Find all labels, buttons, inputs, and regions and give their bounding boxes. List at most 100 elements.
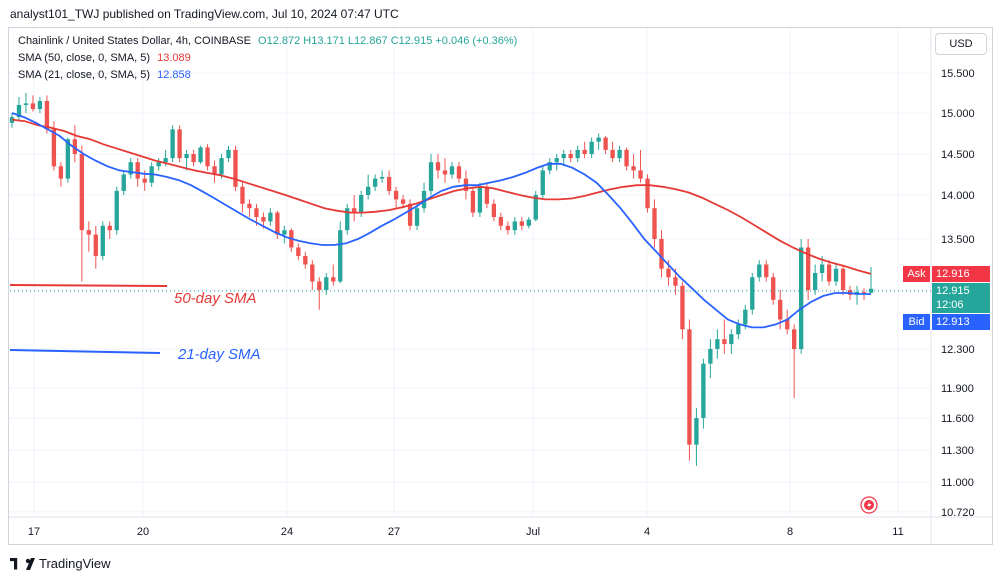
candle <box>296 243 301 261</box>
candle <box>645 174 650 213</box>
candle <box>477 182 483 217</box>
ohlc-values: O12.872 H13.171 L12.867 C12.915 +0.046 (… <box>258 35 518 47</box>
candle <box>233 145 238 191</box>
sma50-value: 13.089 <box>157 52 191 64</box>
candle <box>582 141 587 159</box>
price-tick-label: 13.500 <box>941 234 975 246</box>
sma21-annotation: 21-day SMA <box>178 346 261 363</box>
symbol-name: Chainlink / United States Dollar, 4h, CO… <box>18 35 251 47</box>
candle <box>840 264 846 295</box>
price-tick-label: 11.000 <box>941 477 974 489</box>
candle <box>750 273 755 315</box>
candle <box>798 239 804 354</box>
sma21-annotation-line <box>9 349 161 354</box>
alert-bolt-icon[interactable] <box>860 496 878 514</box>
candle <box>561 149 566 167</box>
time-tick-label: 17 <box>28 526 40 538</box>
candle <box>100 221 105 261</box>
time-tick-label: 20 <box>137 526 149 538</box>
candle <box>414 203 420 231</box>
price-tick-label: 14.500 <box>941 149 975 161</box>
candle <box>170 125 175 163</box>
price-tick-label: 14.000 <box>941 190 975 202</box>
candle <box>512 217 517 235</box>
candle <box>310 260 315 290</box>
price-tick-label: 12.300 <box>941 344 975 356</box>
sma-lines <box>11 112 872 329</box>
price-tick-label: 15.000 <box>941 108 975 120</box>
footer-brand[interactable]: TradingView <box>10 556 111 571</box>
candle <box>226 145 231 163</box>
candle <box>442 158 448 183</box>
candle <box>114 186 119 235</box>
candle <box>435 154 441 179</box>
candle <box>805 239 811 300</box>
legend-sma21-row[interactable]: SMA (21, close, 0, SMA, 5) 12.858 <box>18 69 191 81</box>
candle <box>764 260 769 282</box>
candle <box>498 212 504 231</box>
ask-price-tag: 12.916 <box>932 266 990 282</box>
candle <box>128 158 133 179</box>
time-tick-label: Jul <box>526 526 540 538</box>
candle <box>93 225 98 269</box>
candle <box>812 264 818 295</box>
tradingview-logo-icon <box>10 557 18 570</box>
price-tick-label: 11.900 <box>941 383 974 395</box>
ask-label: Ask <box>903 266 930 282</box>
candle <box>86 221 91 252</box>
price-tick-label: 11.300 <box>941 445 974 457</box>
candle <box>826 260 832 286</box>
time-tick-label: 24 <box>281 526 293 538</box>
candle <box>275 210 280 239</box>
candle <box>219 154 224 179</box>
chart-frame <box>8 27 993 545</box>
bid-label: Bid <box>903 314 930 330</box>
sma50-annotation-line <box>9 284 168 287</box>
candle <box>428 154 434 195</box>
candle <box>540 166 545 200</box>
candle <box>379 170 385 183</box>
sma21-value: 12.858 <box>157 69 191 81</box>
currency-button[interactable]: USD <box>935 33 987 55</box>
grid <box>9 28 931 517</box>
candle <box>268 208 273 226</box>
candle <box>449 162 455 179</box>
time-axis[interactable]: 17 20 24 27 Jul 4 8 11 <box>28 526 904 538</box>
candle <box>23 93 29 113</box>
publisher-text: analyst101_TWJ published on TradingView.… <box>10 7 399 21</box>
candle <box>470 186 476 217</box>
candle <box>324 273 329 295</box>
candle <box>792 324 797 398</box>
time-tick-label: 11 <box>892 526 903 538</box>
sma50-line <box>11 118 872 275</box>
candle <box>107 221 112 239</box>
legend-sma50-row[interactable]: SMA (50, close, 0, SMA, 5) 13.089 <box>18 52 191 64</box>
price-tick-label: 10.720 <box>941 507 975 519</box>
candle <box>722 319 727 354</box>
candle <box>198 145 203 164</box>
candle <box>519 217 524 231</box>
candle <box>785 309 790 335</box>
candle <box>533 190 538 222</box>
candle <box>366 174 371 200</box>
candle <box>331 264 336 286</box>
candle <box>303 251 308 269</box>
candle <box>58 162 64 187</box>
candle <box>833 264 839 286</box>
candle <box>505 221 511 235</box>
legend-symbol-row: Chainlink / United States Dollar, 4h, CO… <box>18 35 517 47</box>
bid-price-tag: 12.913 <box>932 314 990 330</box>
candle <box>121 170 126 195</box>
candle <box>568 149 573 163</box>
candle <box>247 199 252 217</box>
sma21-label: SMA (21, close, 0, SMA, 5) <box>18 69 151 81</box>
candle <box>372 174 378 191</box>
candle <box>708 339 713 379</box>
time-tick-label: 4 <box>644 526 650 538</box>
price-tick-label: 11.600 <box>941 413 974 425</box>
candle-countdown: 12:06 <box>936 299 964 311</box>
candle <box>729 329 734 354</box>
candle <box>317 277 322 310</box>
candle <box>205 144 210 171</box>
